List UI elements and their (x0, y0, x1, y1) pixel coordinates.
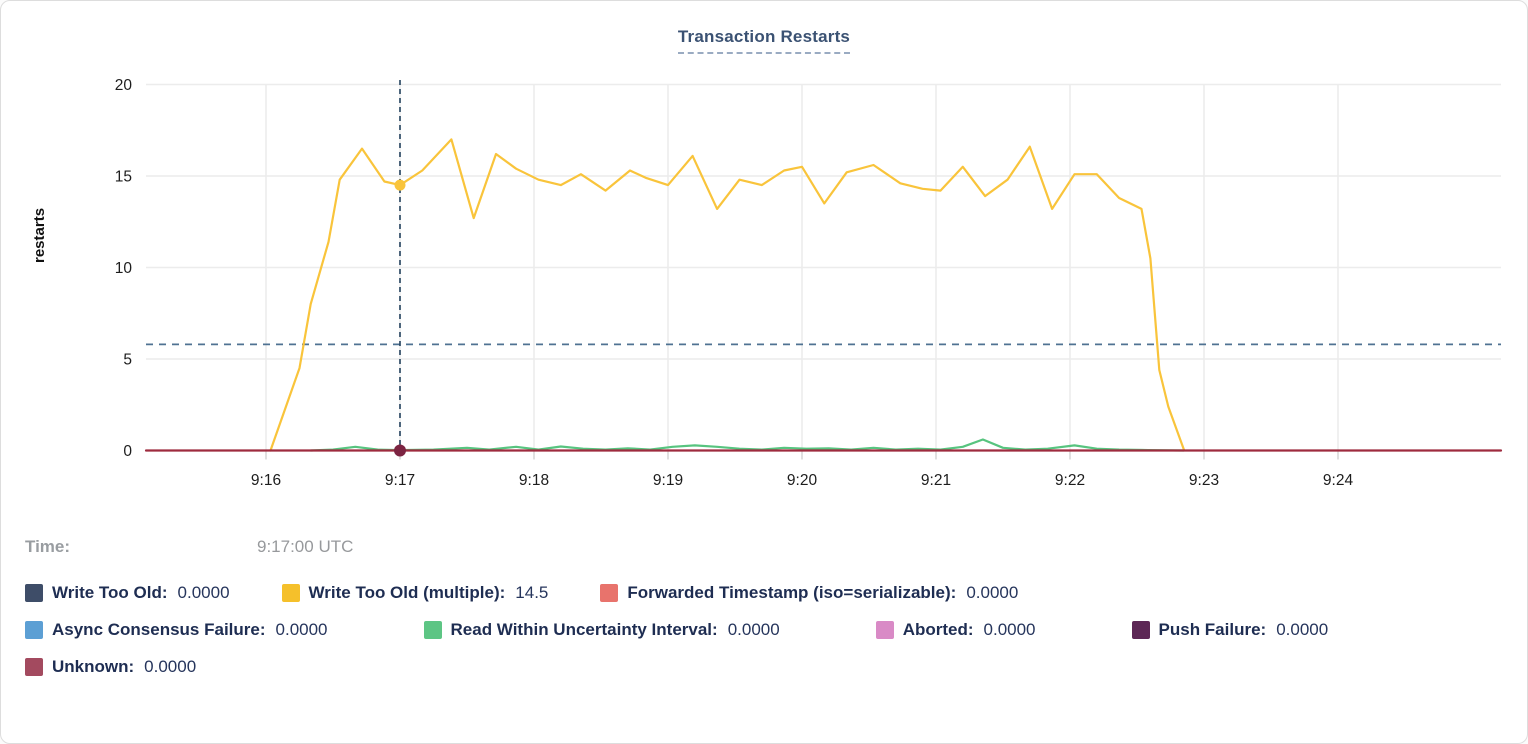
x-tick-label: 9:23 (1189, 472, 1219, 489)
legend-swatch-icon (25, 658, 43, 676)
legend-value: 0.0000 (727, 620, 780, 639)
legend-label: Write Too Old: (52, 583, 168, 602)
chart-header: Transaction Restarts (1, 27, 1527, 54)
legend-swatch-icon (25, 621, 43, 639)
legend-item-forwarded-timestamp[interactable]: Forwarded Timestamp (iso=serializable): 0… (600, 583, 1018, 603)
legend-item-write-too-old-multiple[interactable]: Write Too Old (multiple): 14.5 (281, 583, 549, 603)
x-tick-label: 9:20 (787, 472, 818, 489)
legend-row: Async Consensus Failure: 0.0000 Read Withi… (25, 620, 1515, 640)
y-tick-label: 10 (115, 260, 133, 277)
y-tick-label: 5 (123, 352, 132, 369)
legend-label: Read Within Uncertainty Interval: (450, 620, 718, 639)
hover-time-value: 9:17:00 UTC (257, 537, 354, 556)
legend-label: Aborted: (902, 620, 974, 639)
hover-point-write-too-old-multiple- (394, 179, 406, 191)
hover-time-label: Time: (25, 537, 71, 556)
legend-row: Unknown: 0.0000 (25, 657, 1515, 677)
chart-legend: Write Too Old: 0.0000 Write Too Old (multi… (25, 583, 1515, 694)
legend-item-read-within-uncertainty-interval[interactable]: Read Within Uncertainty Interval: 0.0000 (423, 620, 780, 640)
legend-value: 0.0000 (983, 620, 1036, 639)
legend-swatch-icon (423, 621, 442, 639)
legend-item-write-too-old[interactable]: Write Too Old: 0.0000 (25, 583, 230, 603)
x-tick-label: 9:18 (519, 472, 549, 489)
hover-time-row: Time: 9:17:00 UTC (25, 537, 353, 557)
hover-point-unknown (394, 444, 406, 457)
legend-label: Async Consensus Failure: (52, 620, 266, 639)
legend-value: 0.0000 (275, 620, 328, 639)
legend-swatch-icon (281, 584, 300, 602)
series-line-write-too-old-multiple- (269, 138, 1186, 452)
legend-value: 0.0000 (966, 583, 1019, 602)
chart-plot-area[interactable]: 0 5 10 15 20 9:16 9:17 9:18 9:19 9:20 9:21 9:22 9:23… (1, 1, 1528, 521)
legend-item-push-failure[interactable]: Push Failure: 0.0000 (1131, 620, 1329, 640)
legend-item-aborted[interactable]: Aborted: 0.0000 (875, 620, 1036, 640)
legend-swatch-icon (875, 621, 894, 639)
x-tick-label: 9:21 (921, 472, 951, 489)
legend-label: Write Too Old (multiple): (308, 583, 506, 602)
legend-label: Unknown: (52, 657, 135, 676)
legend-label: Push Failure: (1158, 620, 1267, 639)
legend-item-unknown[interactable]: Unknown: 0.0000 (25, 657, 196, 677)
x-tick-label: 9:17 (385, 472, 415, 489)
legend-value: 0.0000 (1276, 620, 1329, 639)
chart-title[interactable]: Transaction Restarts (677, 27, 851, 54)
legend-item-async-consensus-failure[interactable]: Async Consensus Failure: 0.0000 (25, 620, 328, 640)
legend-value: 0.0000 (177, 583, 230, 602)
legend-swatch-icon (600, 584, 619, 602)
legend-swatch-icon (25, 584, 43, 602)
legend-value: 0.0000 (144, 657, 197, 676)
x-tick-label: 9:16 (251, 472, 281, 489)
y-tick-label: 0 (123, 443, 132, 460)
series-line-read-within-uncertainty-interval (309, 438, 1186, 452)
legend-value: 14.5 (515, 583, 549, 602)
x-tick-label: 9:22 (1055, 472, 1085, 489)
legend-row: Write Too Old: 0.0000 Write Too Old (multi… (25, 583, 1515, 603)
y-tick-label: 15 (115, 169, 132, 186)
legend-swatch-icon (1131, 621, 1150, 639)
legend-label: Forwarded Timestamp (iso=serializable): (627, 583, 957, 602)
y-tick-label: 20 (115, 77, 133, 94)
x-tick-label: 9:24 (1323, 472, 1354, 489)
x-tick-label: 9:19 (653, 472, 683, 489)
